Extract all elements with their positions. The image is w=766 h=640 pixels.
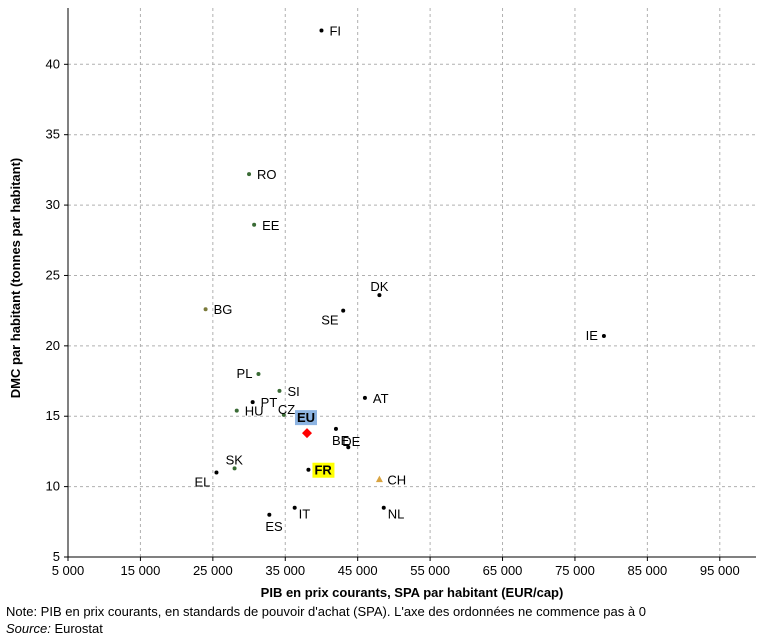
x-tick-label: 85 000 <box>627 563 667 578</box>
point-dk-label: DK <box>370 279 388 294</box>
point-sk-marker <box>232 466 237 471</box>
point-pt-label: PT <box>261 395 278 410</box>
point-fr-highlight <box>312 462 335 478</box>
point-se-marker <box>341 308 346 313</box>
y-tick-label: 25 <box>46 267 60 282</box>
point-bg-label: BG <box>214 302 233 317</box>
x-tick-label: 35 000 <box>265 563 305 578</box>
scatter-chart: 5 10 15 20 25 30 35 40 5 000 15 000 25 000 35 000 45… <box>8 8 756 600</box>
point-cz-marker <box>281 412 286 417</box>
point-eu-label: EU <box>297 410 315 425</box>
y-tick-label: 5 <box>53 549 60 564</box>
x-tick-label: 55 000 <box>410 563 450 578</box>
y-axis-title: DMC par habitant (tonnes par habitant) <box>8 158 23 399</box>
point-be-marker <box>333 426 338 431</box>
point-pl-label: PL <box>237 366 253 381</box>
x-tick-label: 15 000 <box>121 563 161 578</box>
point-ie-marker <box>601 333 606 338</box>
point-ch-marker <box>375 475 383 483</box>
point-fr-label: FR <box>314 463 332 478</box>
y-tick-label: 20 <box>46 338 60 353</box>
source-label: Source: <box>6 621 51 636</box>
x-tick-label: 75 000 <box>555 563 595 578</box>
point-at-label: AT <box>373 391 389 406</box>
point-ro-label: RO <box>257 167 277 182</box>
point-si-label: SI <box>287 384 299 399</box>
point-be-label: BE <box>332 433 350 448</box>
point-hu-marker <box>234 408 239 413</box>
point-ro-marker <box>247 172 252 177</box>
point-ch-label: CH <box>387 473 406 488</box>
point-se-label: SE <box>321 313 339 328</box>
y-tick-label: 15 <box>46 408 60 423</box>
point-pt-marker <box>250 400 255 405</box>
axes <box>64 8 756 561</box>
point-at-marker <box>362 395 367 400</box>
point-dk-marker <box>377 293 382 298</box>
source-line: Source: Eurostat <box>6 621 103 636</box>
point-fi-marker <box>319 28 324 33</box>
point-es-label: ES <box>265 519 283 534</box>
point-nl-label: NL <box>388 507 405 522</box>
point-el-label: EL <box>194 475 210 490</box>
point-it-label: IT <box>299 507 311 522</box>
grid-lines <box>68 8 756 557</box>
y-tick-label: 40 <box>46 56 60 71</box>
point-fr-marker <box>306 467 311 472</box>
point-fi-label: FI <box>329 24 341 39</box>
point-ie-label: IE <box>586 328 599 343</box>
y-tick-label: 30 <box>46 197 60 212</box>
y-tick-label: 35 <box>46 127 60 142</box>
footnote: Note: PIB en prix courants, en standards… <box>6 604 646 619</box>
point-de-marker <box>346 445 351 450</box>
x-tick-label: 45 000 <box>338 563 378 578</box>
point-hu-label: HU <box>245 404 264 419</box>
point-nl-marker <box>381 505 386 510</box>
x-tick-label: 25 000 <box>193 563 233 578</box>
point-de-label: DE <box>342 434 360 449</box>
point-eu-highlight <box>294 410 317 426</box>
x-tick-label: 95 000 <box>700 563 740 578</box>
point-sk-label: SK <box>226 452 244 467</box>
y-tick-label: 10 <box>46 479 60 494</box>
x-tick-label: 5 000 <box>52 563 85 578</box>
tick-labels: 5 10 15 20 25 30 35 40 5 000 15 000 25 000 35 000 45… <box>46 56 740 578</box>
point-eu-marker <box>301 428 312 439</box>
point-ee-label: EE <box>262 218 280 233</box>
point-bg-marker <box>203 307 208 312</box>
source-value: Eurostat <box>54 621 103 636</box>
point-es-marker <box>267 512 272 517</box>
point-si-marker <box>277 388 282 393</box>
point-it-marker <box>292 505 297 510</box>
point-pl-marker <box>256 372 261 376</box>
point-ee-marker <box>252 222 257 227</box>
point-el-marker <box>214 470 219 475</box>
x-axis-title: PIB en prix courants, SPA par habitant (… <box>261 585 564 600</box>
point-cz-label: CZ <box>278 402 295 417</box>
x-tick-label: 65 000 <box>483 563 523 578</box>
